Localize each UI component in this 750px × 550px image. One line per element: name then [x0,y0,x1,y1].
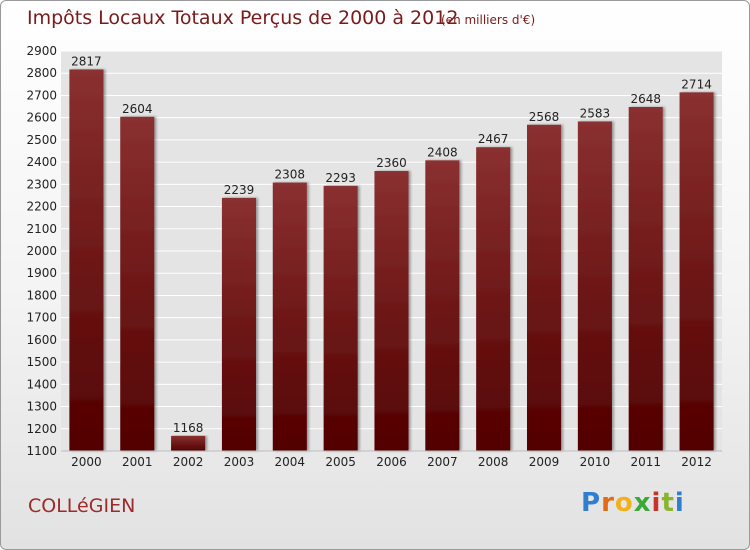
y-tick-label: 1200 [26,422,57,436]
x-tick-label: 2005 [325,455,356,469]
logo-letter: P [581,488,602,518]
x-tick-label: 2010 [580,455,611,469]
x-tick-label: 2003 [224,455,255,469]
y-tick-label: 2700 [26,88,57,102]
data-label: 2239 [224,183,255,197]
y-tick-label: 2300 [26,177,57,191]
y-tick-label: 1600 [26,333,57,347]
x-tick-label: 2000 [71,455,102,469]
data-label: 2604 [122,102,153,116]
y-tick-label: 2600 [26,111,57,125]
bar-2005 [323,185,358,451]
bar-2002 [171,435,206,451]
data-label: 2648 [630,92,661,106]
chart-title: Impôts Locaux Totaux Perçus de 2000 à 20… [27,7,459,29]
data-label: 2568 [529,110,560,124]
bar-2009 [527,124,562,452]
bar-2001 [120,116,155,452]
y-tick-label: 2000 [26,244,57,258]
y-tick-label: 2200 [26,200,57,214]
data-label: 2308 [275,168,306,182]
data-label: 1168 [173,421,204,435]
y-tick-label: 2900 [26,44,57,58]
plot-area: 1100 1200 1300 1400 1500 1600 1700 1800 1900 2000… [26,44,722,469]
x-tick-label: 2012 [681,455,712,469]
data-label: 2467 [478,132,509,146]
bar-2003 [221,197,256,451]
x-tick-label: 2009 [529,455,560,469]
bar-2010 [577,121,612,451]
proxiti-logo: Proxiti [581,488,685,518]
y-tick-label: 2100 [26,222,57,236]
y-tick-label: 1700 [26,311,57,325]
logo-letter: o [614,488,634,518]
y-tick-label: 1100 [26,444,57,458]
y-tick-label: 2800 [26,66,57,80]
x-tick-label: 2007 [427,455,458,469]
x-tick-label: 2004 [275,455,306,469]
y-tick-label: 1800 [26,288,57,302]
data-label: 2817 [71,54,102,68]
logo-letter: i [674,488,685,518]
x-tick-label: 2001 [122,455,153,469]
bar-2012 [679,92,714,451]
y-tick-label: 1900 [26,266,57,280]
bar-2004 [272,182,307,452]
bar-2008 [476,147,511,451]
chart-subtitle: (en milliers d'€) [441,13,536,27]
logo-letter: t [661,488,675,518]
logo-letter: x [633,488,652,518]
logo-letter: i [651,488,662,518]
y-tick-label: 1500 [26,355,57,369]
bar-2007 [425,160,460,452]
logo-letter: r [601,488,615,518]
data-label: 2293 [325,171,356,185]
data-label: 2583 [580,106,611,120]
bar-2006 [374,171,409,451]
bar-2011 [628,107,663,451]
data-label: 2360 [376,156,407,170]
y-tick-label: 1400 [26,377,57,391]
x-tick-label: 2006 [376,455,407,469]
x-tick-label: 2002 [173,455,204,469]
x-tick-label: 2011 [630,455,661,469]
x-tick-label: 2008 [478,455,509,469]
bar-2000 [69,69,104,451]
y-tick-label: 2400 [26,155,57,169]
commune-name: COLLéGIEN [28,495,136,517]
data-label: 2714 [681,77,712,91]
y-tick-label: 2500 [26,133,57,147]
data-label: 2408 [427,145,458,159]
y-tick-label: 1300 [26,400,57,414]
